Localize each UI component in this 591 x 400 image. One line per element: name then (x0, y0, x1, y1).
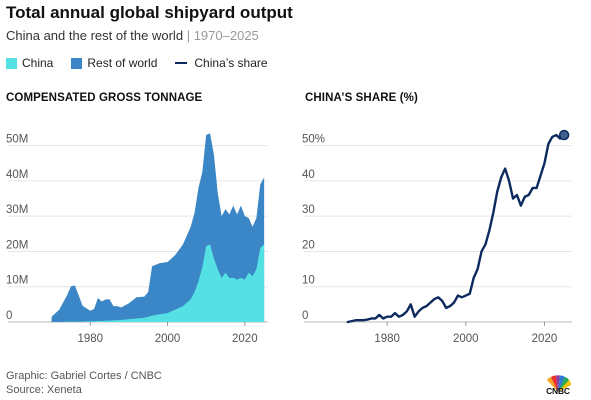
footer-source: Source: Xeneta (6, 384, 82, 396)
right-x-tick-label: 1980 (374, 333, 400, 345)
line-china-share (346, 133, 566, 324)
left-y-tick-label: 20M (6, 239, 28, 251)
subtitle-range: 1970–2025 (193, 28, 259, 43)
legend-label-share: China’s share (194, 56, 268, 70)
left-y-tick-label: 40M (6, 169, 28, 181)
left-y-tick-label: 30M (6, 204, 28, 216)
right-x-tick-label: 2020 (532, 333, 558, 345)
footer-credit: Graphic: Gabriel Cortes / CNBC (6, 370, 162, 382)
legend-item-rest: Rest of world (71, 56, 157, 70)
right-y-tick-label: 0 (302, 310, 308, 322)
chart-title: Total annual global shipyard output (6, 3, 293, 22)
legend-item-china: China (6, 56, 53, 70)
legend: China Rest of world China’s share (6, 56, 286, 70)
legend-swatch-china (6, 57, 17, 69)
right-x-tick-label: 2000 (453, 333, 479, 345)
subtitle-separator: | (186, 28, 191, 43)
area-china (51, 244, 265, 322)
right-y-tick-label: 20 (302, 239, 315, 251)
right-panel-title: CHINA’S SHARE (%) (305, 92, 418, 104)
left-y-tick-label: 50M (6, 134, 28, 146)
right-y-tick-label: 10 (302, 275, 315, 287)
left-panel-title: COMPENSATED GROSS TONNAGE (6, 92, 203, 104)
subtitle-text: China and the rest of the world (6, 28, 184, 43)
legend-label-rest: Rest of world (87, 56, 158, 70)
left-x-tick-label: 2000 (155, 333, 181, 345)
left-x-tick-label: 1980 (77, 333, 103, 345)
left-y-tick-label: 10M (6, 275, 28, 287)
legend-swatch-share (175, 62, 188, 64)
legend-item-share: China’s share (175, 56, 268, 70)
right-y-tick-label: 50% (302, 134, 325, 146)
right-y-tick-label: 40 (302, 169, 315, 181)
left-x-tick-label: 2020 (232, 333, 258, 345)
right-y-tick-label: 30 (302, 204, 315, 216)
left-y-tick-label: 0 (6, 310, 12, 322)
cnbc-logo-text: CNBC (546, 386, 570, 396)
legend-label-china: China (22, 56, 54, 70)
chart-subtitle: China and the rest of the world | 1970–2… (6, 28, 259, 43)
legend-swatch-rest (71, 57, 83, 69)
line-end-point (558, 129, 570, 141)
peacock-icon (547, 375, 572, 392)
